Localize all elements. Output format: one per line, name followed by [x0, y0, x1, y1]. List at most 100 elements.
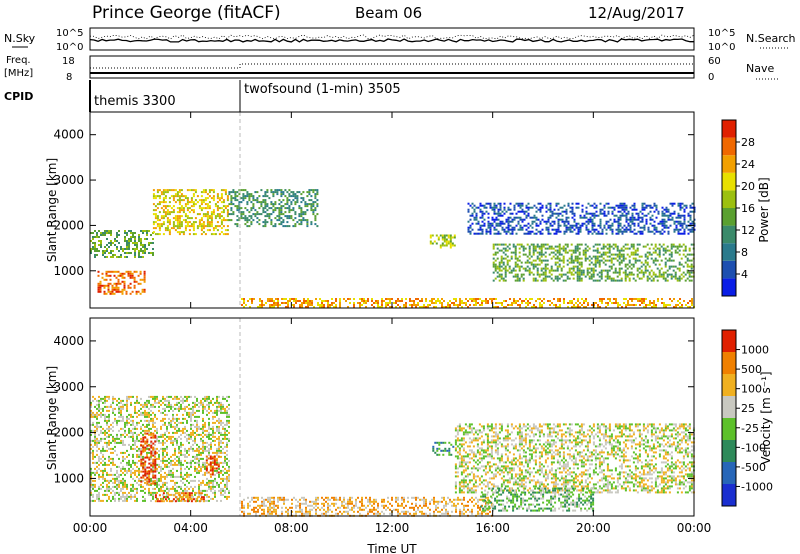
heatmap-cell [290, 203, 293, 206]
heatmap-cell [168, 417, 170, 420]
heatmap-cell [520, 243, 523, 246]
heatmap-cell [585, 298, 587, 300]
heatmap-cell [154, 479, 156, 482]
heatmap-cell [535, 232, 538, 235]
heatmap-cell [202, 435, 204, 438]
heatmap-cell [186, 437, 188, 440]
heatmap-cell [611, 232, 614, 235]
heatmap-cell [250, 223, 253, 226]
heatmap-cell [142, 499, 144, 502]
heatmap-cell [688, 247, 691, 250]
heatmap-cell [102, 485, 104, 488]
heatmap-cell [298, 213, 301, 216]
heatmap-cell [200, 439, 202, 442]
heatmap-cell [190, 413, 192, 416]
heatmap-cell [576, 267, 579, 270]
heatmap-cell [686, 271, 689, 274]
heatmap-cell [321, 300, 323, 302]
heatmap-cell [689, 300, 691, 302]
heatmap-cell [573, 304, 575, 306]
heatmap-cell [657, 230, 660, 233]
heatmap-cell [505, 300, 507, 302]
heatmap-cell [672, 259, 675, 262]
heatmap-cell [383, 300, 385, 302]
heatmap-cell [469, 224, 472, 227]
heatmap-cell [99, 290, 102, 293]
heatmap-cell [509, 228, 512, 231]
heatmap-cell [108, 481, 110, 484]
heatmap-cell [184, 219, 187, 222]
heatmap-cell [180, 449, 182, 452]
heatmap-cell [411, 304, 413, 306]
heatmap-cell [517, 220, 520, 223]
heatmap-cell [150, 479, 152, 482]
heatmap-cell [100, 413, 102, 416]
heatmap-cell [572, 273, 575, 276]
heatmap-cell [112, 481, 114, 484]
heatmap-cell [673, 222, 676, 225]
heatmap-cell [172, 473, 174, 476]
heatmap-cell [94, 467, 96, 470]
heatmap-cell [641, 226, 644, 229]
heatmap-cell [268, 197, 271, 200]
heatmap-cell [192, 405, 194, 408]
heatmap-cell [507, 230, 510, 233]
heatmap-cell [598, 265, 601, 268]
heatmap-cell [397, 300, 399, 302]
heatmap-cell [188, 233, 191, 236]
heatmap-cell [218, 213, 221, 216]
heatmap-cell [463, 302, 465, 304]
heatmap-cell [563, 230, 566, 233]
nave-label: Nave [746, 62, 774, 75]
heatmap-cell [182, 211, 185, 214]
heatmap-cell [667, 214, 670, 217]
heatmap-cell [206, 449, 208, 452]
heatmap-cell [162, 205, 165, 208]
heatmap-cell [653, 202, 656, 205]
heatmap-cell [658, 243, 661, 246]
heatmap-cell [202, 419, 204, 422]
heatmap-cell [596, 279, 599, 282]
heatmap-cell [206, 489, 208, 492]
heatmap-cell [174, 421, 176, 424]
heatmap-cell [216, 201, 219, 204]
heatmap-cell [202, 463, 204, 466]
heatmap-cell [646, 251, 649, 254]
heatmap-cell [547, 232, 550, 235]
heatmap-cell [168, 423, 170, 426]
heatmap-cell [644, 253, 647, 256]
heatmap-cell [429, 236, 432, 239]
heatmap-cell [200, 195, 203, 198]
heatmap-cell [469, 214, 472, 217]
heatmap-cell [154, 401, 156, 404]
heatmap-cell [112, 409, 114, 412]
heatmap-cell [537, 202, 540, 205]
heatmap-cell [550, 269, 553, 272]
heatmap-cell [663, 212, 666, 215]
heatmap-cell [138, 467, 140, 470]
heatmap-cell [148, 473, 150, 476]
heatmap-cell [112, 451, 114, 454]
heatmap-cell [114, 407, 116, 410]
heatmap-cell [586, 273, 589, 276]
heatmap-cell [132, 485, 134, 488]
heatmap-cell [158, 449, 160, 452]
heatmap-cell [451, 302, 453, 304]
heatmap-cell [170, 463, 172, 466]
heatmap-cell [594, 255, 597, 258]
heatmap-cell [602, 269, 605, 272]
heatmap-cell [168, 437, 170, 440]
heatmap-cell [168, 487, 170, 490]
heatmap-cell [553, 228, 556, 231]
heatmap-cell [417, 298, 419, 300]
heatmap-cell [164, 489, 166, 492]
heatmap-cell [200, 457, 202, 460]
heatmap-cell [198, 451, 200, 454]
heatmap-cell [559, 304, 561, 306]
heatmap-cell [290, 195, 293, 198]
heatmap-cell [506, 263, 509, 266]
heatmap-cell [162, 215, 165, 218]
heatmap-cell [449, 238, 452, 241]
heatmap-cell [531, 226, 534, 229]
